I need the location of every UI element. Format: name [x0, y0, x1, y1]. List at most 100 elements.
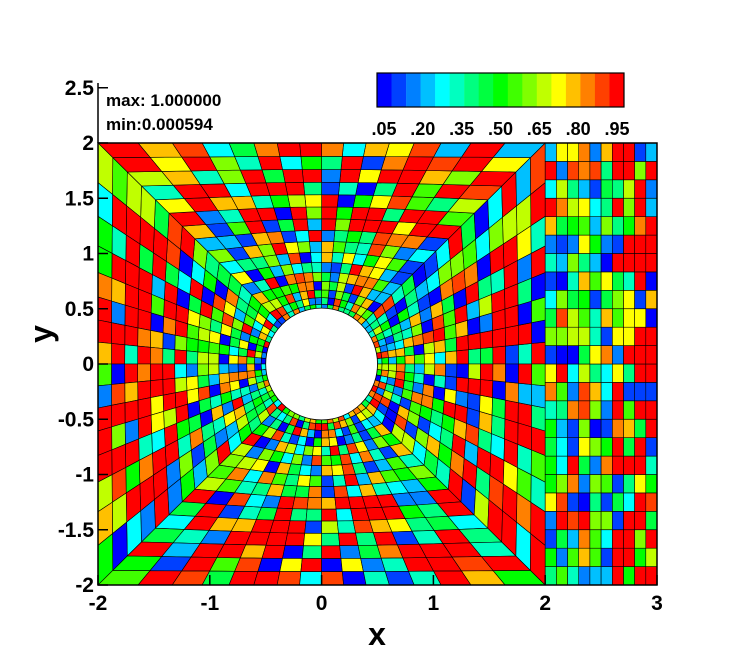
mesh-cell	[578, 271, 591, 291]
mesh-cell	[611, 400, 624, 420]
mesh-cell	[408, 143, 442, 158]
mesh-cell	[623, 234, 635, 254]
mesh-cell	[388, 363, 397, 372]
mesh-cell	[276, 571, 302, 585]
colorbar-swatch	[493, 73, 508, 107]
y-tick-label: -0.5	[58, 408, 95, 431]
mesh-cell	[98, 319, 112, 344]
mesh-cell	[162, 348, 176, 365]
x-tick-label: 1	[428, 592, 440, 615]
mesh-cell	[623, 363, 635, 383]
mesh-cell	[634, 143, 647, 162]
mesh-cell	[395, 363, 406, 373]
mesh-cell	[531, 363, 546, 387]
mesh-cell	[162, 332, 176, 351]
mesh-cell	[645, 253, 657, 273]
mesh-cell	[556, 271, 568, 291]
mesh-cell	[544, 271, 557, 291]
mesh-cell	[623, 529, 635, 549]
mesh-cell	[623, 161, 635, 181]
mesh-cell	[98, 501, 113, 546]
mesh-cell	[384, 143, 415, 158]
mesh-cell	[589, 179, 602, 199]
mesh-cell	[292, 496, 309, 510]
mesh-cell	[137, 327, 152, 348]
mesh-cell	[327, 297, 336, 306]
mesh-cell	[505, 344, 519, 365]
mesh-cell	[434, 363, 446, 377]
mesh-cell	[321, 289, 330, 299]
mesh-cell	[124, 363, 138, 384]
mesh-cell	[98, 143, 114, 196]
mesh-cell	[623, 289, 635, 309]
mesh-cell	[124, 324, 139, 347]
mesh-cell	[355, 182, 378, 196]
mesh-cell	[311, 455, 322, 466]
mesh-cell	[556, 363, 568, 383]
mesh-cell	[567, 143, 580, 162]
mesh-cell	[334, 496, 352, 510]
mesh-cell	[589, 418, 602, 438]
mesh-cell	[306, 497, 322, 510]
mesh-cell	[611, 566, 624, 585]
mesh-cell	[313, 437, 322, 447]
colorbar-label: .65	[527, 119, 552, 139]
mesh-cell	[567, 492, 580, 512]
mesh-cell	[98, 182, 113, 227]
mesh-cell	[423, 352, 436, 365]
mesh-cell	[589, 363, 602, 383]
mesh-cell	[634, 179, 647, 199]
mesh-cell	[600, 198, 613, 218]
mesh-cell	[589, 253, 602, 273]
mesh-cell	[645, 326, 657, 346]
mesh-cell	[300, 558, 322, 573]
mesh-cell	[645, 400, 657, 420]
mesh-cell	[611, 474, 624, 494]
mesh-cell	[186, 337, 199, 353]
mesh-cell	[518, 343, 533, 365]
mesh-cell	[544, 492, 557, 512]
mesh-cell	[479, 394, 493, 416]
mesh-cell	[578, 492, 591, 512]
mesh-cell	[600, 253, 613, 273]
mesh-cell	[567, 455, 580, 475]
mesh-cell	[299, 143, 322, 157]
mesh-cell	[98, 384, 112, 409]
mesh-cell	[556, 566, 568, 585]
colorbar-swatch	[594, 73, 610, 107]
mesh-cell	[567, 198, 580, 218]
mesh-cell	[492, 345, 506, 365]
mesh-cell	[623, 271, 635, 291]
mesh-cell	[261, 544, 286, 559]
colorbar-swatch	[580, 73, 596, 107]
mesh-cell	[363, 571, 390, 585]
mesh-cell	[137, 380, 152, 401]
mesh-cell	[578, 161, 591, 181]
mesh-cell	[589, 271, 602, 291]
mesh-cell	[544, 418, 557, 438]
mesh-cell	[645, 216, 657, 236]
mesh-cell	[98, 570, 151, 585]
mesh-cell	[556, 308, 568, 328]
mesh-cell	[600, 271, 613, 291]
mesh-cell	[197, 363, 209, 377]
mesh-cell	[98, 532, 114, 585]
mesh-cell	[600, 510, 613, 530]
mesh-cell	[301, 545, 322, 559]
x-tick-label: -2	[89, 592, 108, 615]
mesh-cell	[623, 455, 635, 475]
mesh-cell	[600, 326, 613, 346]
mesh-cell	[567, 510, 580, 530]
mesh-cell	[492, 327, 506, 348]
mesh-cell	[460, 143, 506, 158]
mesh-cell	[611, 345, 624, 365]
mesh-cell	[403, 371, 415, 383]
mesh-cell	[254, 363, 262, 371]
mesh-cell	[611, 418, 624, 438]
mesh-cell	[360, 156, 386, 171]
mesh-cell	[556, 418, 568, 438]
mesh-cell	[567, 216, 580, 236]
mesh-cell	[567, 308, 580, 328]
mesh-cell	[98, 215, 113, 254]
mesh-cell	[556, 289, 568, 309]
